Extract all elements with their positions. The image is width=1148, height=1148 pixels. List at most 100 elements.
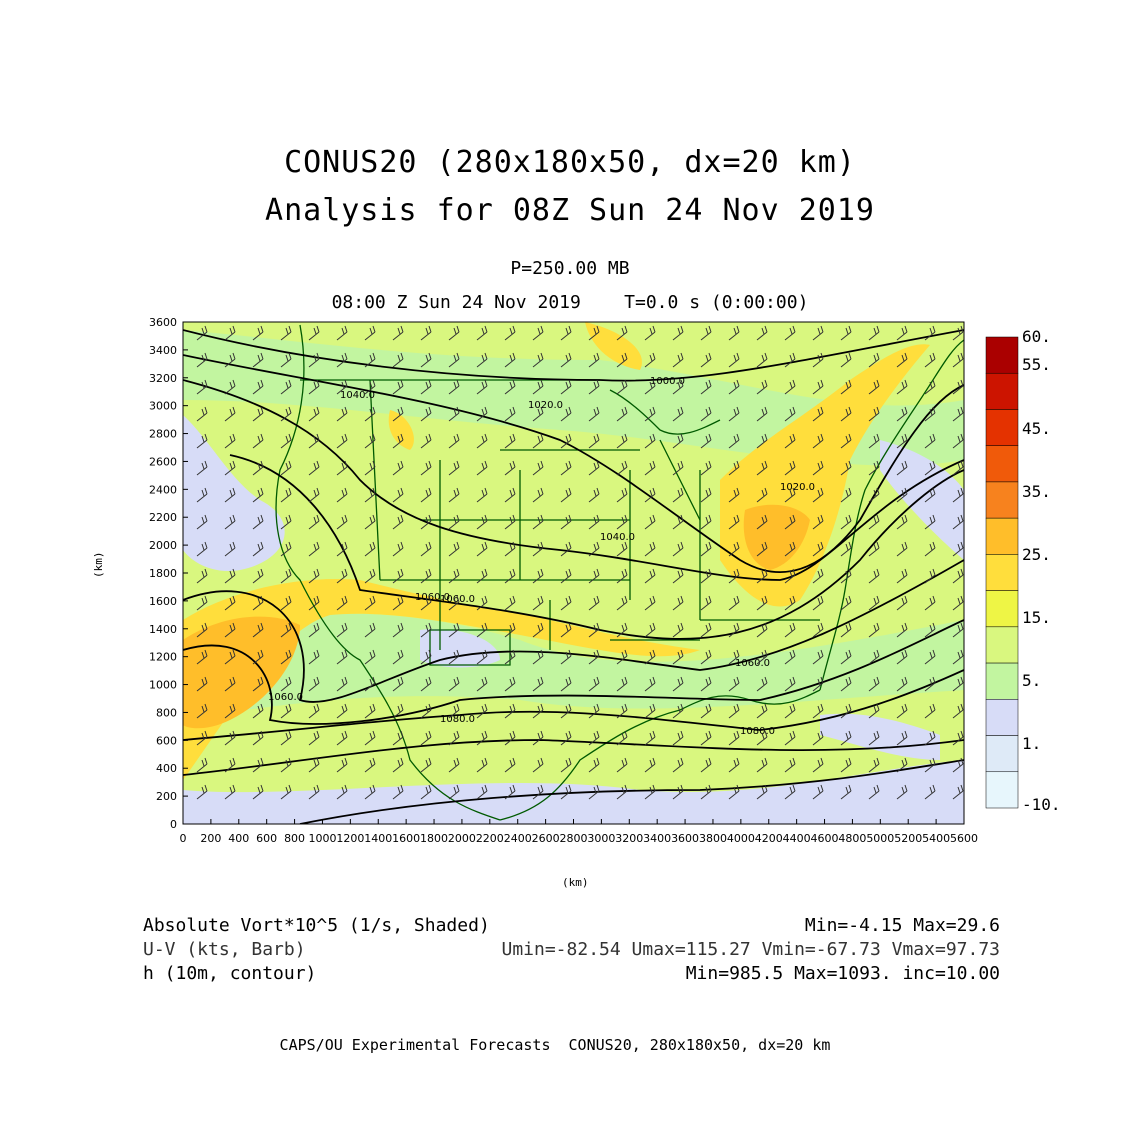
wind-barb	[532, 730, 544, 746]
wind-barb	[476, 352, 488, 368]
wind-barb	[952, 703, 964, 719]
wind-barb	[252, 325, 264, 341]
wind-barb	[728, 352, 740, 368]
wind-barb	[420, 406, 432, 422]
contour-label: 1060.0	[735, 658, 770, 669]
wind-barb	[196, 730, 208, 746]
wind-barb	[392, 703, 404, 719]
wind-barb	[504, 460, 516, 476]
colorbar-swatch	[985, 372, 1019, 410]
wind-barb	[588, 379, 600, 395]
wind-barb	[560, 622, 572, 638]
wind-barb	[700, 757, 712, 773]
wind-barb	[812, 406, 824, 422]
colorbar-swatch	[985, 445, 1019, 483]
y-tick-label: 1800	[149, 567, 177, 580]
x-tick-label: 4800	[838, 832, 866, 845]
wind-barb	[252, 730, 264, 746]
wind-barb	[840, 568, 852, 584]
wind-barb	[280, 406, 292, 422]
wind-barb	[280, 568, 292, 584]
wind-barb	[476, 541, 488, 557]
wind-barb	[840, 379, 852, 395]
wind-barb	[840, 676, 852, 692]
wind-barb	[560, 703, 572, 719]
wind-barb	[952, 730, 964, 746]
wind-barb	[672, 784, 684, 800]
contour-1060	[183, 559, 964, 703]
y-tick-label: 1000	[149, 679, 177, 692]
colorbar-swatch	[985, 662, 1019, 700]
y-axis: 0 200 400 600 800 1000 1200 1400 1600 1800 2000 220…	[149, 316, 188, 831]
wind-barb	[336, 325, 348, 341]
wind-barb	[392, 622, 404, 638]
wind-barb	[616, 460, 628, 476]
wind-barb	[588, 595, 600, 611]
wind-barb	[924, 595, 936, 611]
wind-barb	[700, 379, 712, 395]
wind-barb	[924, 622, 936, 638]
wind-barb	[420, 784, 432, 800]
wind-barb	[224, 406, 236, 422]
wind-barb	[224, 514, 236, 530]
wind-barb	[196, 352, 208, 368]
wind-barb	[280, 487, 292, 503]
wind-barb	[476, 514, 488, 530]
wind-barb	[588, 703, 600, 719]
wind-barb	[336, 487, 348, 503]
wind-barb	[224, 622, 236, 638]
wind-barb	[784, 433, 796, 449]
wind-barb	[728, 649, 740, 665]
wind-barb	[196, 595, 208, 611]
colorbar-label: 15.	[1022, 608, 1051, 627]
y-tick-label: 2600	[149, 455, 177, 468]
wind-barb	[952, 487, 964, 503]
wind-barb	[812, 649, 824, 665]
wind-barb	[896, 676, 908, 692]
wind-barb	[252, 406, 264, 422]
x-tick-label: 4400	[783, 832, 811, 845]
wind-barb	[588, 433, 600, 449]
colorbar-label: 60.	[1022, 327, 1051, 346]
east-coast	[819, 339, 964, 691]
contour-1085	[183, 739, 964, 776]
wind-barb	[672, 406, 684, 422]
wind-barb	[364, 676, 376, 692]
wind-barb	[224, 730, 236, 746]
colorbar-swatch	[985, 626, 1019, 664]
wind-barb	[392, 352, 404, 368]
wind-barb	[840, 487, 852, 503]
wind-barb	[504, 649, 516, 665]
wind-barb	[560, 595, 572, 611]
wind-barb	[896, 433, 908, 449]
wind-barb	[224, 379, 236, 395]
wind-barb	[420, 487, 432, 503]
wind-barb	[476, 406, 488, 422]
contour-1020	[183, 354, 964, 574]
wind-barb	[868, 325, 880, 341]
wind-barb	[812, 460, 824, 476]
wind-barb	[868, 703, 880, 719]
wind-barb	[756, 757, 768, 773]
contour-label: 1060.0	[268, 692, 303, 703]
wind-barb	[756, 703, 768, 719]
x-axis: 0 200 400 600 800 1000 1200 1400 1600 1800 2000 220…	[180, 819, 978, 845]
wind-barb	[616, 379, 628, 395]
wind-barb	[700, 406, 712, 422]
wind-barb	[588, 676, 600, 692]
wind-barb	[308, 595, 320, 611]
wind-barb	[252, 703, 264, 719]
wind-barb	[364, 460, 376, 476]
wind-barb	[896, 568, 908, 584]
wind-barb	[672, 433, 684, 449]
wind-barb	[420, 730, 432, 746]
wind-barb	[532, 649, 544, 665]
wind-barb	[672, 622, 684, 638]
y-tick-label: 600	[156, 734, 177, 747]
wind-barb	[588, 487, 600, 503]
wind-barb	[420, 379, 432, 395]
colorbar-swatch	[985, 554, 1019, 591]
wind-barb	[840, 460, 852, 476]
wind-barb	[308, 649, 320, 665]
wind-barb	[364, 730, 376, 746]
